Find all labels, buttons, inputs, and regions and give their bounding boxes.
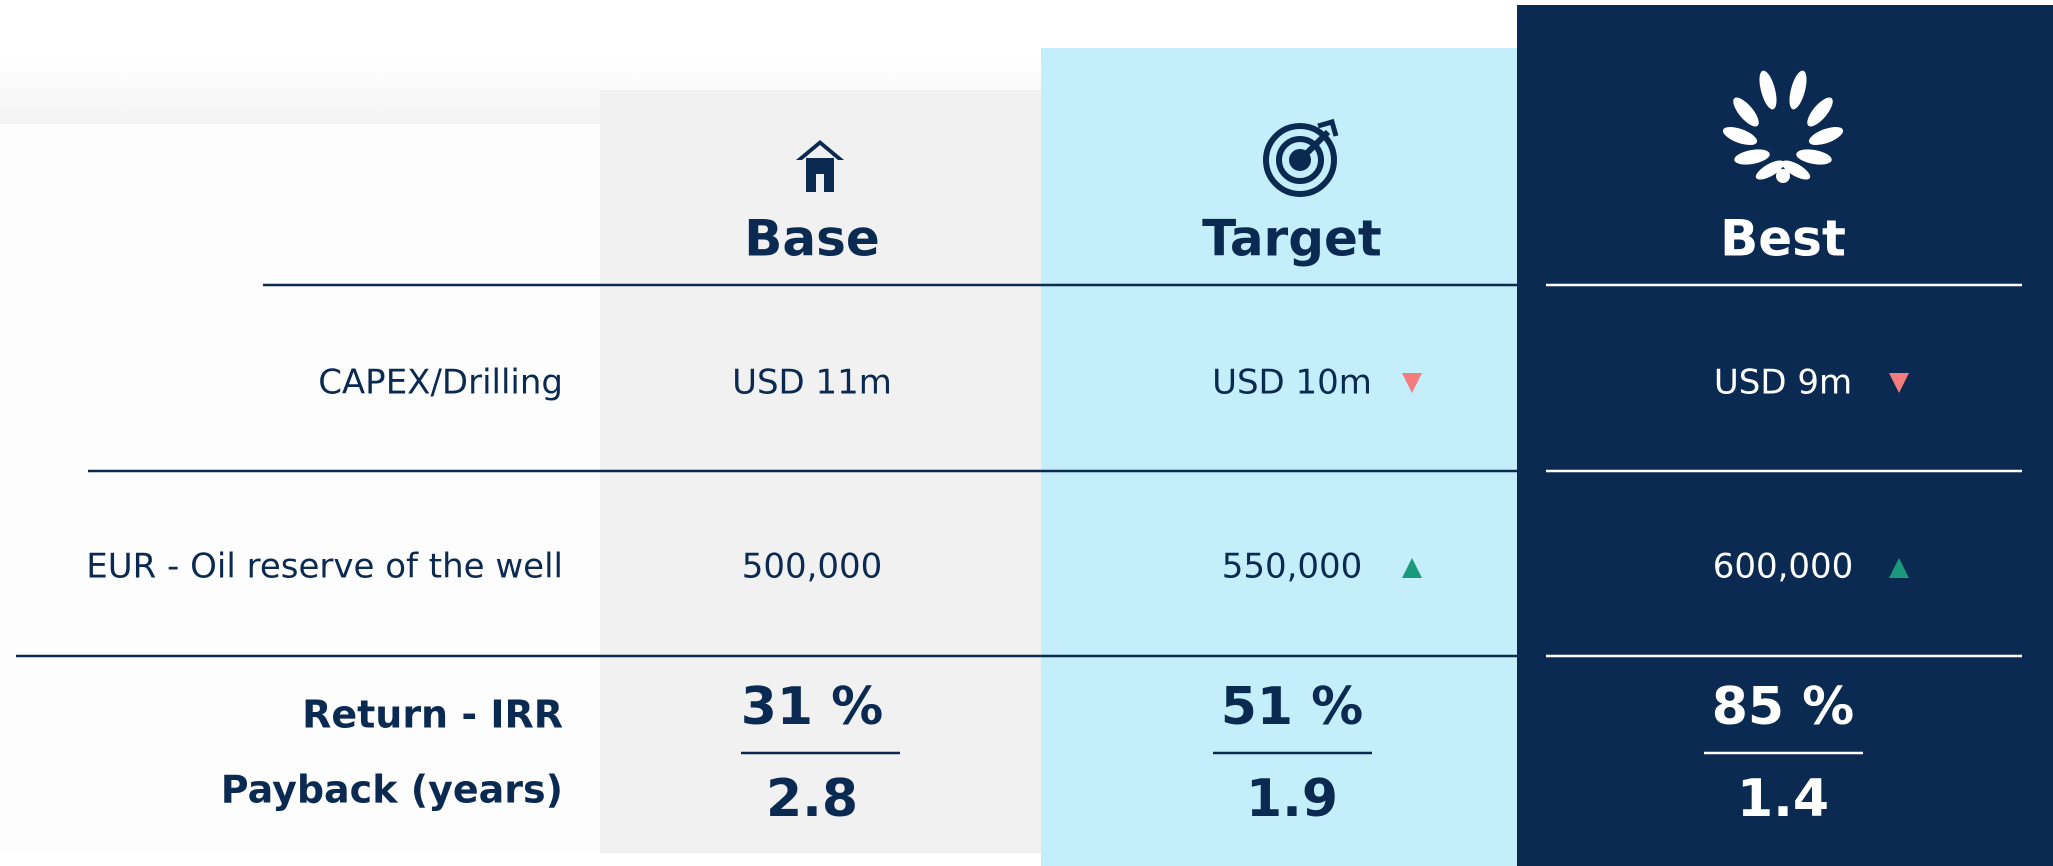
label-panel — [0, 124, 600, 853]
down-arrow — [1402, 373, 1422, 393]
rules — [16, 283, 2022, 755]
target-icon — [1263, 118, 1339, 197]
laurel-icon — [1722, 70, 1844, 183]
up-arrow — [1889, 558, 1909, 578]
metric-value: 85 % — [1712, 677, 1855, 737]
row-label: CAPEX/Drilling — [318, 363, 563, 403]
cell: 600,000 — [1713, 547, 1854, 587]
column-header: Base — [744, 210, 880, 268]
column-header: Best — [1720, 210, 1846, 268]
metric-label: Return - IRR — [302, 693, 563, 737]
metric-value: 51 % — [1221, 677, 1364, 737]
cell: USD 10m — [1212, 363, 1372, 403]
up-arrow — [1402, 558, 1422, 578]
metric-value: 1.4 — [1737, 769, 1829, 829]
column-header: Target — [1202, 210, 1382, 268]
metric-value: 1.9 — [1246, 769, 1338, 829]
down-arrow — [1889, 373, 1909, 393]
metric-value: 2.8 — [766, 769, 858, 829]
best-panel — [1517, 5, 2053, 866]
cell: 550,000 — [1222, 547, 1363, 587]
house-icon — [796, 140, 844, 192]
row-label: EUR - Oil reserve of the well — [86, 547, 563, 587]
metric-label: Payback (years) — [221, 768, 563, 812]
metric-value: 31 % — [741, 677, 884, 737]
cell: USD 11m — [732, 363, 892, 403]
cell: USD 9m — [1714, 363, 1852, 403]
cell: 500,000 — [742, 547, 883, 587]
